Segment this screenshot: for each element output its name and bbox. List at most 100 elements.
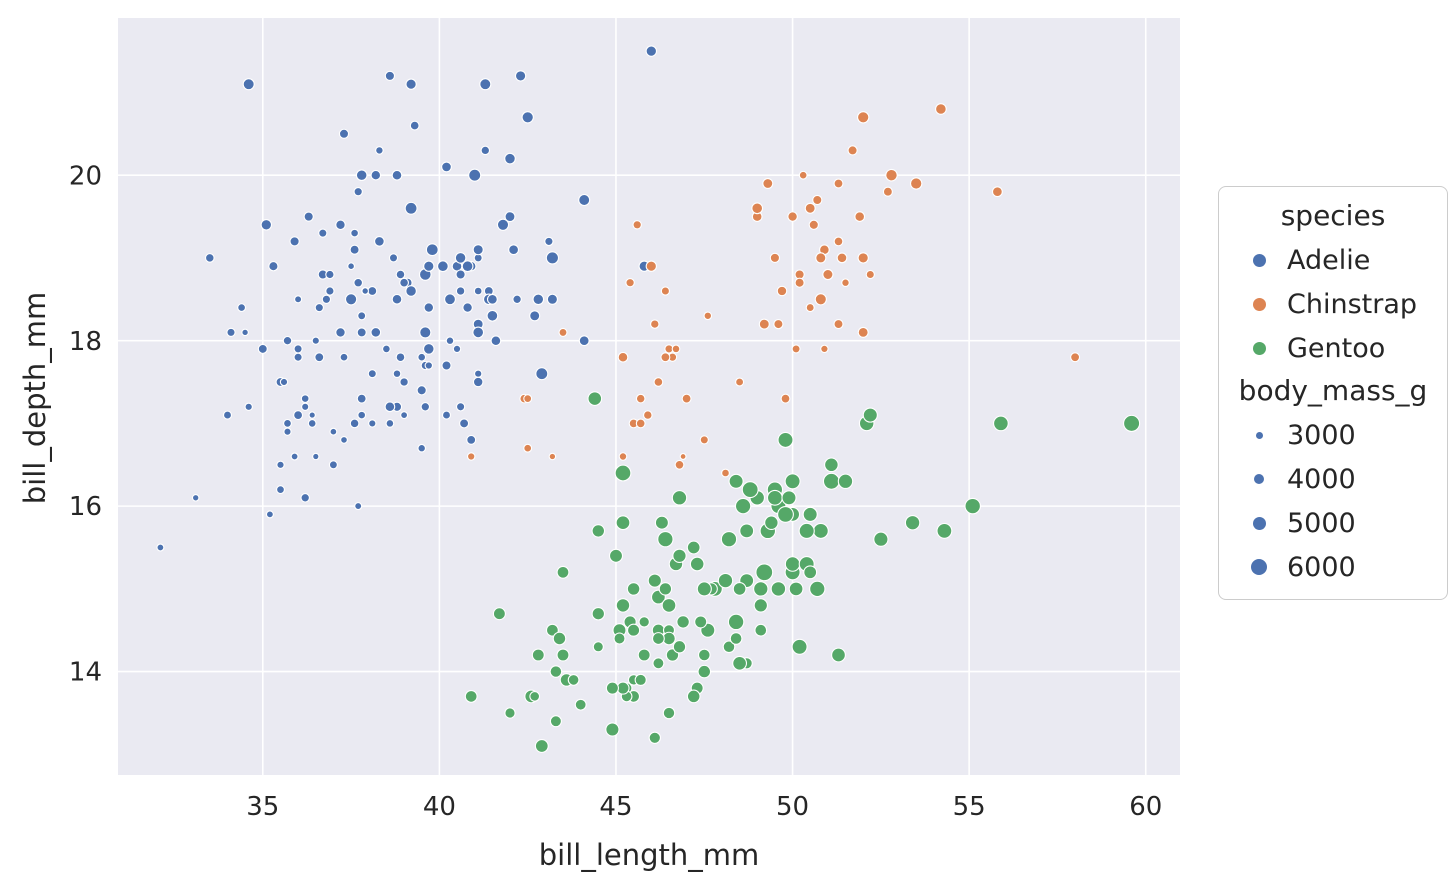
- data-point-chinstrap: [660, 286, 671, 296]
- data-point-gentoo: [637, 648, 651, 662]
- data-point-adelie: [455, 269, 466, 280]
- data-point-chinstrap: [650, 319, 660, 329]
- data-point-gentoo: [822, 472, 840, 490]
- data-point-adelie: [374, 236, 385, 247]
- data-point-chinstrap: [523, 394, 533, 404]
- data-point-adelie: [356, 393, 367, 404]
- data-point-adelie: [504, 152, 516, 165]
- data-point-adelie: [350, 228, 359, 238]
- data-point-gentoo: [862, 407, 878, 423]
- data-point-chinstrap: [699, 435, 709, 445]
- data-point-gentoo: [824, 457, 839, 473]
- data-point-adelie: [384, 70, 396, 82]
- y-tick-label: 16: [69, 492, 102, 522]
- data-point-chinstrap: [751, 202, 764, 215]
- data-point-gentoo: [1123, 414, 1141, 432]
- data-point-adelie: [244, 402, 253, 412]
- data-point-gentoo: [654, 515, 669, 530]
- data-point-chinstrap: [769, 252, 781, 264]
- data-point-chinstrap: [854, 211, 866, 222]
- data-point-chinstrap: [804, 202, 816, 214]
- data-point-gentoo: [754, 623, 768, 637]
- data-point-gentoo: [766, 489, 783, 506]
- size-6000-marker-icon: [1251, 559, 1267, 575]
- data-point-gentoo: [671, 490, 688, 506]
- data-point-chinstrap: [523, 443, 533, 453]
- data-point-chinstrap: [833, 319, 844, 330]
- data-point-gentoo: [591, 524, 606, 538]
- legend-item-mass-6000: 6000: [1219, 545, 1447, 589]
- data-point-adelie: [454, 252, 467, 264]
- data-point-gentoo: [777, 431, 794, 448]
- data-point-gentoo: [627, 623, 641, 637]
- axes-background: [118, 18, 1180, 775]
- data-point-adelie: [441, 410, 452, 420]
- data-point-gentoo: [734, 497, 752, 515]
- data-point-adelie: [370, 327, 382, 338]
- data-point-gentoo: [717, 572, 734, 589]
- legend-item-mass-4000: 4000: [1219, 457, 1447, 501]
- x-tick-label: 40: [423, 792, 456, 822]
- size-3000-marker-icon: [1255, 431, 1263, 439]
- y-tick-label: 18: [69, 327, 102, 357]
- data-point-adelie: [312, 452, 320, 461]
- data-point-adelie: [289, 236, 300, 247]
- y-tick-label: 14: [69, 658, 102, 688]
- data-point-adelie: [444, 293, 456, 306]
- data-point-gentoo: [803, 565, 818, 580]
- data-point-gentoo: [626, 582, 641, 596]
- data-point-adelie: [279, 377, 289, 387]
- data-point-gentoo: [728, 473, 744, 489]
- data-point-adelie: [546, 293, 558, 305]
- data-point-adelie: [204, 253, 215, 263]
- data-point-gentoo: [492, 607, 506, 621]
- data-point-adelie: [417, 443, 426, 453]
- data-point-gentoo: [837, 473, 854, 490]
- data-point-gentoo: [689, 556, 705, 572]
- data-point-adelie: [578, 335, 590, 347]
- data-point-chinstrap: [660, 352, 671, 363]
- data-point-chinstrap: [882, 186, 893, 197]
- data-point-adelie: [344, 293, 358, 306]
- data-point-gentoo: [592, 641, 604, 653]
- legend-label-5000: 5000: [1287, 507, 1356, 539]
- data-point-adelie: [321, 294, 332, 304]
- data-point-adelie: [311, 336, 320, 345]
- data-point-gentoo: [638, 616, 650, 628]
- data-point-adelie: [405, 78, 417, 90]
- data-point-chinstrap: [865, 269, 875, 280]
- data-point-adelie: [514, 70, 527, 82]
- data-point-adelie: [260, 219, 273, 231]
- x-axis-label: bill_length_mm: [538, 838, 760, 872]
- data-point-adelie: [357, 410, 367, 420]
- data-point-adelie: [445, 336, 455, 345]
- data-point-chinstrap: [808, 219, 819, 230]
- data-point-gentoo: [741, 481, 759, 499]
- data-point-gentoo: [964, 497, 981, 515]
- data-point-adelie: [349, 418, 360, 429]
- data-point-gentoo: [936, 522, 953, 539]
- data-point-adelie: [353, 187, 363, 197]
- data-point-adelie: [437, 260, 449, 273]
- data-point-adelie: [545, 251, 560, 265]
- data-point-gentoo: [802, 506, 818, 522]
- data-point-adelie: [422, 343, 435, 355]
- data-point-gentoo: [791, 638, 808, 655]
- data-point-chinstrap: [857, 252, 869, 264]
- data-point-gentoo: [658, 582, 673, 596]
- data-point-chinstrap: [617, 351, 629, 363]
- data-point-adelie: [420, 402, 431, 412]
- data-point-adelie: [222, 410, 233, 420]
- data-point-adelie: [361, 287, 369, 295]
- data-point-chinstrap: [703, 311, 713, 321]
- data-point-chinstrap: [820, 344, 829, 354]
- data-point-chinstrap: [1070, 352, 1081, 363]
- data-point-chinstrap: [833, 178, 844, 189]
- data-point-chinstrap: [681, 393, 692, 404]
- legend-label-4000: 4000: [1287, 463, 1356, 495]
- data-point-adelie: [276, 485, 285, 495]
- data-point-adelie: [335, 219, 346, 231]
- legend-label-6000: 6000: [1287, 551, 1356, 583]
- data-point-adelie: [191, 494, 200, 502]
- data-point-chinstrap: [814, 293, 827, 306]
